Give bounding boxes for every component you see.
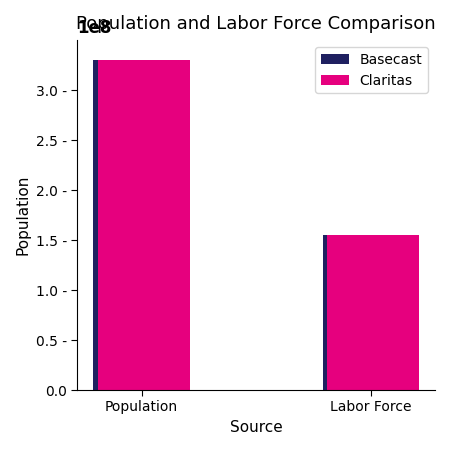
Y-axis label: Population: Population bbox=[15, 175, 30, 255]
Bar bbox=[94, 60, 185, 390]
Legend: Basecast, Claritas: Basecast, Claritas bbox=[315, 47, 428, 93]
Bar bbox=[323, 235, 414, 390]
Bar bbox=[98, 60, 190, 390]
Text: 1e8: 1e8 bbox=[77, 18, 112, 36]
Bar bbox=[327, 235, 419, 390]
Title: Population and Labor Force Comparison: Population and Labor Force Comparison bbox=[76, 15, 436, 33]
X-axis label: Source: Source bbox=[230, 420, 283, 435]
